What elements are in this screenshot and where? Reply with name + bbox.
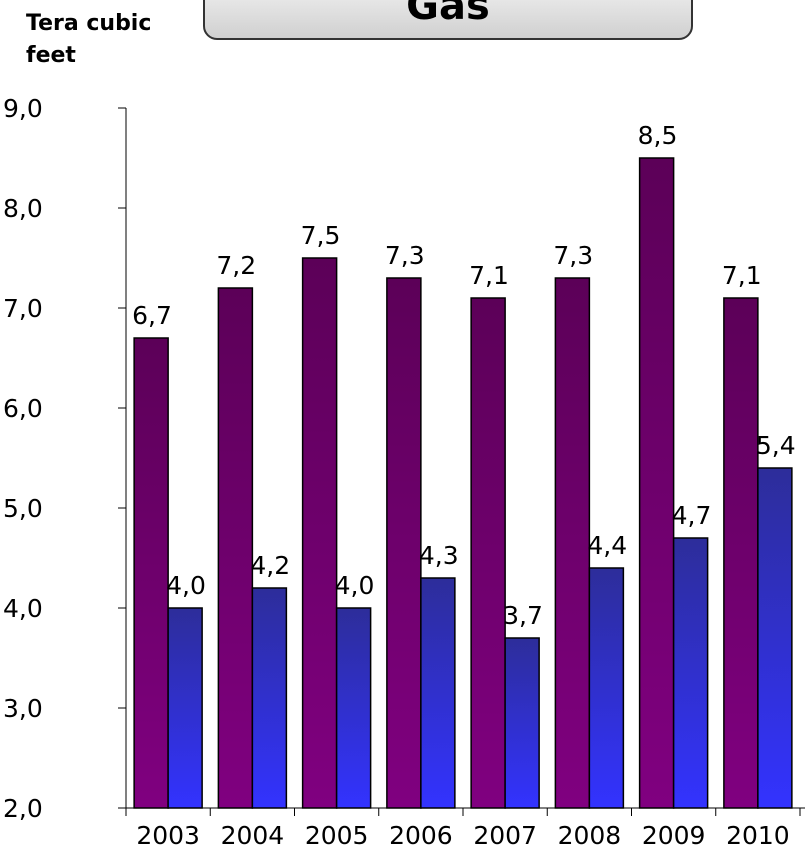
y-tick-label: 4,0 — [3, 594, 43, 623]
chart-title: Gas — [406, 0, 490, 29]
data-label: 4,0 — [166, 571, 206, 600]
data-label: 4,2 — [250, 551, 290, 580]
data-label: 7,5 — [301, 221, 341, 250]
x-tick-label: 2004 — [221, 821, 285, 850]
bar-series-1 — [217, 287, 254, 809]
bar-series-1 — [133, 337, 169, 809]
x-tick-label: 2010 — [726, 821, 790, 850]
bar-series-1 — [386, 277, 422, 809]
data-label: 5,4 — [756, 431, 796, 460]
x-tick-label: 2009 — [642, 821, 706, 850]
bar-series-1 — [301, 257, 338, 809]
x-tick-label: 2005 — [305, 821, 369, 850]
data-label: 4,3 — [419, 541, 459, 570]
labels: 2003 2004 2005 2006 2007 2008 2009 2010 6,7 4,0 7,… — [132, 121, 796, 850]
y-tick-label: 6,0 — [3, 394, 43, 423]
data-label: 3,7 — [503, 601, 543, 630]
y-tick-label: 2,0 — [3, 794, 43, 823]
data-label: 6,7 — [132, 301, 172, 330]
data-label: 7,3 — [553, 241, 593, 270]
y-tick-label: 7,0 — [3, 294, 43, 323]
axes: 2,0 3,0 4,0 5,0 6,0 7,0 8,0 9,0 — [3, 94, 805, 823]
data-label: 8,5 — [638, 121, 678, 150]
x-tick-label: 2006 — [389, 821, 453, 850]
bar-series-1 — [554, 277, 591, 809]
bars — [133, 157, 793, 809]
data-label: 7,1 — [722, 261, 762, 290]
bar-series-2 — [504, 637, 540, 809]
x-tick-label: 2008 — [558, 821, 622, 850]
data-label: 7,1 — [469, 261, 509, 290]
bar-series-2 — [757, 467, 793, 809]
bar-series-1 — [723, 297, 759, 809]
y-tick-label: 9,0 — [3, 94, 43, 123]
data-label: 7,3 — [385, 241, 425, 270]
data-label: 4,7 — [672, 501, 712, 530]
bar-series-2 — [672, 537, 709, 809]
bar-series-1 — [470, 297, 506, 809]
y-tick-label: 8,0 — [3, 194, 43, 223]
bar-series-1 — [638, 157, 675, 809]
y-axis-title: Tera cubic feet — [26, 11, 152, 68]
chart-title-box: Gas — [203, 0, 693, 40]
x-tick-label: 2007 — [473, 821, 537, 850]
y-tick-label: 5,0 — [3, 494, 43, 523]
bar-series-2 — [420, 577, 456, 809]
data-label: 4,4 — [587, 531, 627, 560]
data-label: 7,2 — [216, 251, 256, 280]
data-label: 4,0 — [335, 571, 375, 600]
bar-series-2 — [335, 607, 372, 809]
bar-series-2 — [588, 567, 625, 809]
bar-series-2 — [167, 607, 203, 809]
y-tick-label: 3,0 — [3, 694, 43, 723]
bar-series-2 — [251, 587, 288, 809]
x-tick-label: 2003 — [136, 821, 200, 850]
